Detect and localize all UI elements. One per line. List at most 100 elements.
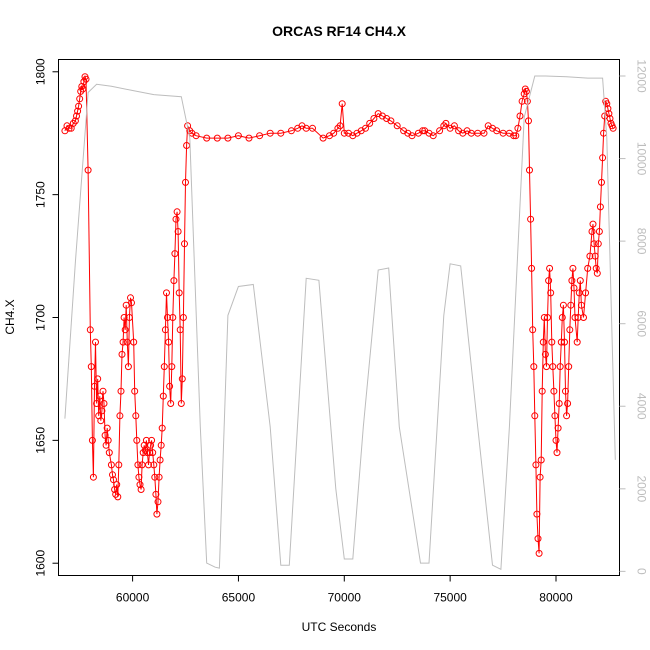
ch4-data-point [554, 424, 562, 432]
ch4-data-point [97, 417, 105, 425]
ch4-data-point [120, 314, 128, 321]
ch4-data-point [245, 134, 253, 142]
ch4-data-point [450, 122, 458, 130]
ch4-data-point [309, 124, 316, 132]
ch4-data-point [170, 277, 178, 285]
ch4-data-point [256, 132, 264, 140]
ch4-data-point [151, 473, 159, 481]
ch4-data-point [558, 314, 566, 321]
ch4-data-point [555, 400, 563, 407]
ch4-data-point [551, 412, 559, 420]
ch4-data-point [530, 363, 538, 371]
ch4-data-point [514, 124, 522, 132]
ch4-data-point [165, 338, 173, 346]
ch4-data-point [548, 338, 556, 346]
ch4-data-point [563, 412, 571, 420]
ch4-data-point [74, 107, 82, 115]
ch4-data-point [160, 363, 168, 371]
ch4-data-point [89, 473, 97, 481]
ch4-data-point [94, 375, 102, 383]
y2-tick-label: 4000 [635, 393, 649, 420]
ch4-data-point [147, 441, 155, 449]
ch4-data-point [544, 314, 551, 321]
ch4-data-point [436, 127, 444, 135]
ch4-data-point [176, 326, 184, 334]
ch4-data-point [567, 301, 575, 309]
ch4-data-point [525, 117, 532, 125]
ch4-data-point [145, 461, 152, 469]
ch4-data-point [593, 269, 601, 277]
ch4-data-point [574, 314, 582, 321]
ch4-data-point [98, 407, 106, 415]
ch4-data-point [606, 115, 614, 122]
y-tick-label: 1800 [34, 58, 48, 85]
ch4-data-point [117, 387, 125, 395]
series-layer [61, 73, 617, 571]
ch4-data-point [562, 387, 569, 395]
ch4-data-point [591, 252, 599, 260]
ch4-data-point [540, 314, 548, 321]
ch4-data-point [65, 124, 73, 132]
ch4-data-point [92, 338, 99, 346]
ch4-data-point [556, 363, 564, 371]
ch4-data-point [603, 100, 611, 108]
ch4-data-point [535, 549, 543, 557]
ch4-data-point [79, 85, 87, 93]
ch4-data-point [172, 215, 180, 223]
ch4-data-point [319, 134, 327, 142]
secondary-y-axis: 0 2000 4000 6000 8000 10000 12000 [619, 59, 649, 575]
ch4-data-point [168, 363, 176, 371]
ch4-data-point [584, 264, 592, 272]
ch4-data-point [113, 481, 121, 489]
ch4-data-point [82, 75, 90, 83]
ch4-data-point [561, 338, 568, 346]
ch4-data-point [177, 400, 185, 407]
ch4-data-point [564, 400, 572, 407]
ch4-data-point [522, 87, 530, 95]
ch4-data-point [559, 301, 567, 309]
ch4-data-point [103, 424, 111, 432]
ch4-data-point [599, 154, 607, 162]
ch4-data-point [116, 412, 124, 420]
ch4-data-point [393, 122, 401, 130]
ch4-data-point [532, 461, 540, 469]
ch4-data-point [155, 473, 163, 481]
ch4-data-point [533, 510, 541, 518]
ch4-data-point [546, 264, 554, 272]
ch4-data-point [553, 449, 561, 457]
ch4-data-point [166, 382, 174, 390]
ch4-data-point [577, 301, 585, 309]
ch4-data-point [87, 363, 95, 371]
y-tick-label: 1650 [34, 427, 48, 454]
ch4-data-point [594, 240, 602, 248]
ch4-data-point [609, 124, 617, 132]
ch4-data-point [510, 132, 518, 140]
ch4-data-point [158, 424, 166, 432]
ch4-data-point [557, 338, 565, 346]
ch4-data-point [480, 129, 488, 137]
ch4-data-point [586, 252, 594, 260]
x-axis: 60000 65000 70000 75000 80000 [116, 575, 573, 605]
ch4-data-point [84, 166, 92, 174]
ch4-data-point [192, 132, 200, 140]
ch4-data-point [588, 228, 596, 235]
ch4-data-point [107, 461, 115, 469]
ch4-data-point [148, 436, 156, 444]
ch4-data-point [442, 119, 450, 127]
ch4-data-point [596, 203, 604, 211]
ch4-data-point [101, 431, 109, 439]
ch4-data-point [213, 134, 221, 142]
ch4-data-point [571, 314, 579, 321]
ch4-data-point [224, 134, 232, 142]
ch4-data-point [128, 299, 135, 307]
ch4-data-point [573, 338, 581, 346]
ch4-data-point [287, 127, 295, 135]
ch4-data-point [527, 215, 535, 223]
ch4-data-point [153, 510, 161, 518]
ch4-data-point [154, 498, 162, 506]
ch4-data-point [161, 326, 169, 334]
ch4-data-point [595, 228, 603, 235]
ch4-data-point [96, 392, 104, 400]
ch4-data-point [135, 473, 143, 481]
ch4-data-point [146, 449, 153, 457]
